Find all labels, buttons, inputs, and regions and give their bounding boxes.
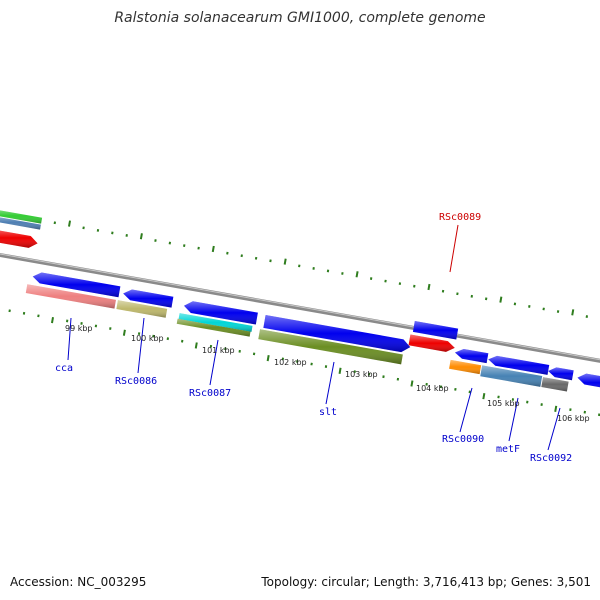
tick-mark xyxy=(68,220,72,227)
tick-marks xyxy=(8,213,600,417)
label-leader-line xyxy=(325,361,335,405)
backbone-line xyxy=(0,252,600,363)
label-leader-line xyxy=(508,397,519,442)
tick-mark xyxy=(283,258,287,265)
rsc0086-bar-shading xyxy=(116,300,168,318)
tick-mark xyxy=(194,342,198,349)
tick-mark xyxy=(355,271,359,278)
gene-label[interactable]: RSc0089 xyxy=(439,212,481,223)
metf-steelblue-bar-shading xyxy=(480,365,543,387)
gene-labels: cca RSc0086 RSc0087 slt RSc0089 RSc0090 metF RS… xyxy=(55,212,572,464)
tick-mark xyxy=(571,309,575,316)
gene-label[interactable]: RSc0090 xyxy=(442,434,484,445)
gene-label[interactable]: slt xyxy=(319,407,337,418)
gene-label[interactable]: cca xyxy=(55,363,73,374)
scale-label: 102 kbp xyxy=(274,358,307,367)
scale-label: 103 kbp xyxy=(345,370,378,379)
backbone-highlight xyxy=(0,253,600,361)
red-arrow-left-shading xyxy=(0,230,38,248)
rsc0087-cyan-bar-shading xyxy=(178,313,253,332)
slt-bar-shading xyxy=(258,329,403,365)
tick-mark xyxy=(554,405,558,412)
gene-label[interactable]: RSc0086 xyxy=(115,376,157,387)
rsc0089-arrow-shading xyxy=(412,321,459,340)
tick-mark xyxy=(122,329,126,336)
gene-label[interactable]: metF xyxy=(496,444,520,455)
rsc0087-olive-bar-shading xyxy=(176,318,251,337)
green-bar-shading xyxy=(0,210,43,224)
genome-summary-text: Topology: circular; Length: 3,716,413 bp… xyxy=(261,575,591,589)
scale-label: 104 kbp xyxy=(416,384,449,393)
rsc0089-red-arrow-shading xyxy=(408,334,455,352)
scale-labels: 99 kbp 100 kbp 101 kbp 102 kbp 103 kbp 104 kb… xyxy=(65,324,590,423)
tick-mark xyxy=(482,393,486,400)
label-leader-line xyxy=(449,224,459,273)
label-leader-line xyxy=(137,317,145,374)
scale-label: 99 kbp xyxy=(65,324,93,333)
cca-arrow-shading xyxy=(32,272,121,298)
tick-mark xyxy=(211,245,215,253)
label-leader-line xyxy=(67,317,72,361)
scale-label: 105 kbp xyxy=(487,399,520,408)
backbone xyxy=(0,252,600,363)
rsc0090-arrow-shading xyxy=(454,348,489,364)
rsc0086-arrow-shading xyxy=(123,289,174,308)
label-leader-line xyxy=(547,407,561,451)
map-title: Ralstonia solanacearum GMI1000, complete… xyxy=(114,10,486,26)
label-leader-line xyxy=(209,339,219,386)
tick-mark xyxy=(338,367,342,374)
right-edge-arrow-shading xyxy=(577,373,600,388)
accession-text: Accession: NC_003295 xyxy=(10,575,147,589)
scale-label: 101 kbp xyxy=(202,346,235,355)
gene-label[interactable]: RSc0092 xyxy=(530,453,572,464)
scale-label: 100 kbp xyxy=(131,334,164,343)
features xyxy=(0,210,600,392)
steelblue-bar-shading xyxy=(0,217,41,230)
rsc0090-orange-bar-shading xyxy=(449,359,482,375)
metf-arrow-shading xyxy=(488,355,550,375)
rsc0092-arrow-shading xyxy=(548,367,574,381)
label-leader-line xyxy=(459,387,473,433)
label-leaders xyxy=(67,224,561,451)
tick-mark xyxy=(266,355,270,362)
gene-label[interactable]: RSc0087 xyxy=(189,388,231,399)
tick-mark xyxy=(427,283,431,291)
tick-mark xyxy=(410,380,414,387)
tick-mark xyxy=(499,296,503,303)
scale-label: 106 kbp xyxy=(557,414,590,423)
cca-bar-shading xyxy=(25,284,116,309)
tick-mark xyxy=(139,233,143,240)
tick-mark xyxy=(50,316,54,324)
slt-arrow-shading xyxy=(263,315,411,353)
rsc0092-gray-bar-shading xyxy=(541,377,569,392)
rsc0087-arrow-shading xyxy=(183,301,258,325)
